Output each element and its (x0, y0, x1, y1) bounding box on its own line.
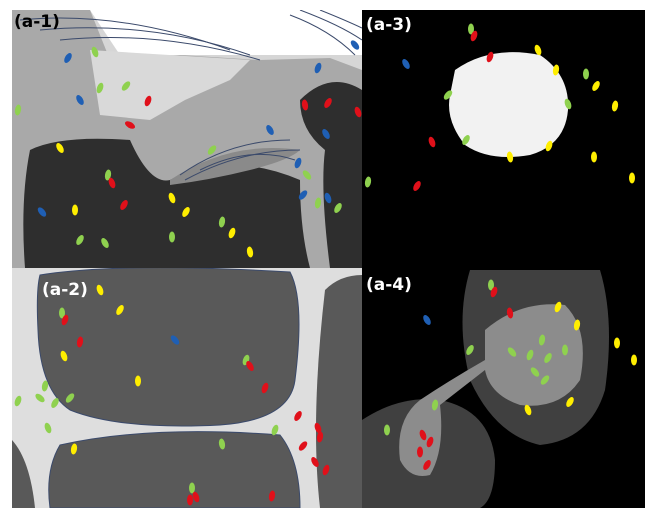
panel-a2 (12, 268, 362, 508)
particle (72, 205, 78, 216)
particle (591, 152, 597, 163)
panel-label: (a-3) (366, 15, 412, 35)
figure: (a-1) (a-2) (a-3) (a-4) (0, 0, 649, 508)
panel-a1 (12, 10, 362, 268)
particle (631, 355, 637, 366)
particle (417, 447, 423, 458)
particle (384, 425, 390, 436)
particle (187, 495, 193, 506)
panel-label: (a-1) (14, 12, 60, 32)
panel-a4 (362, 268, 645, 508)
panel-label: (a-2) (42, 280, 88, 300)
particle (169, 232, 175, 243)
particle (562, 345, 568, 356)
panel-label: (a-4) (366, 275, 412, 295)
particle (614, 338, 620, 349)
panel-a3 (362, 10, 645, 268)
particle (583, 69, 589, 80)
particle (135, 376, 141, 387)
particle (629, 173, 635, 184)
